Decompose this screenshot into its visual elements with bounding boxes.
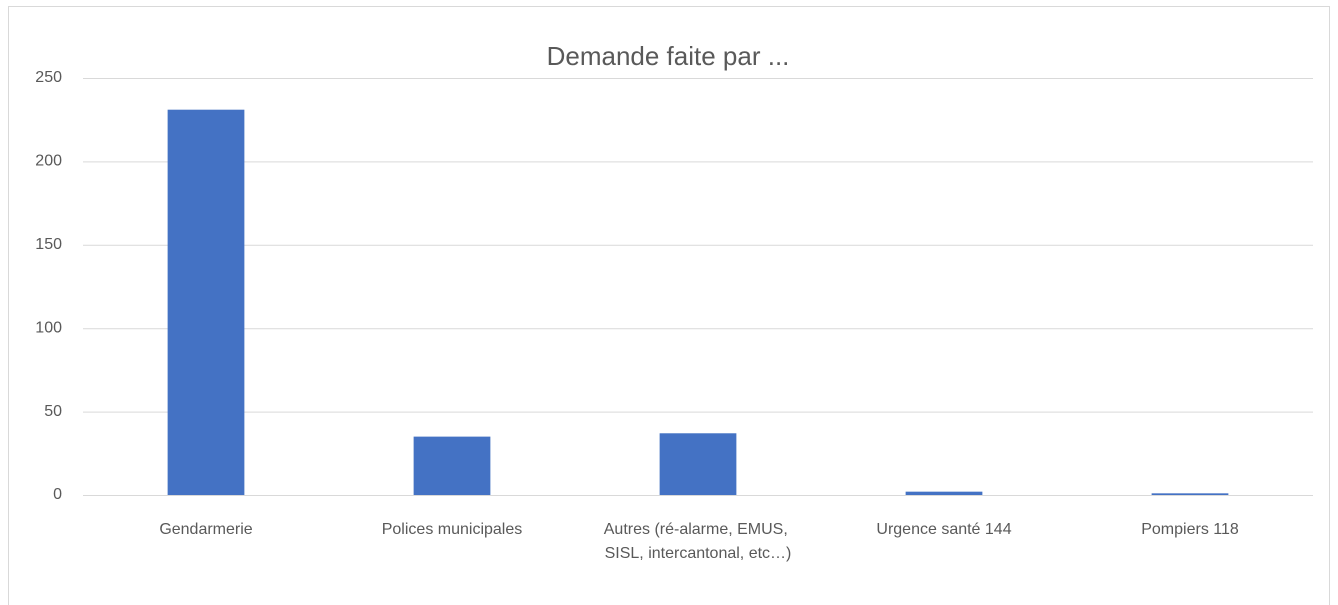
y-tick-label: 200: [35, 153, 62, 170]
x-tick-label: Polices municipales: [382, 521, 523, 538]
bar: [905, 491, 983, 495]
bar: [659, 433, 737, 495]
y-tick-label: 250: [35, 69, 62, 86]
chart-title: Demande faite par ...: [547, 41, 790, 71]
bar: [167, 109, 245, 495]
x-tick-label: Urgence santé 144: [876, 521, 1011, 538]
x-tick-label: Autres (ré-alarme, EMUS, SISL, intercant…: [604, 521, 792, 562]
y-tick-label: 150: [35, 236, 62, 253]
x-tick-label: Gendarmerie: [159, 521, 252, 538]
x-tick-label: Pompiers 118: [1141, 521, 1239, 538]
bar: [413, 436, 491, 495]
y-tick-label: 0: [53, 486, 62, 503]
y-tick-label: 100: [35, 319, 62, 336]
bar: [1151, 493, 1229, 495]
y-tick-label: 50: [44, 403, 62, 420]
